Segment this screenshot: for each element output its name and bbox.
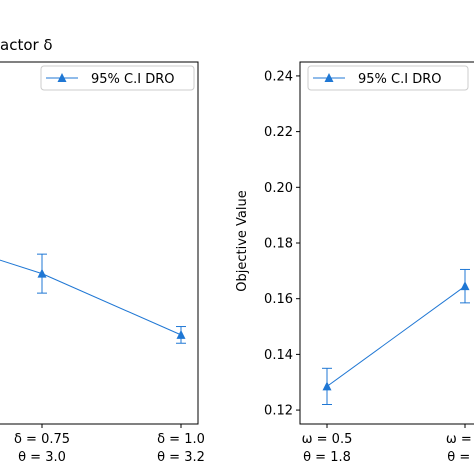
left-data-point <box>176 329 186 339</box>
left-x-tick-label: δ = 1.0 <box>157 432 205 447</box>
right-legend-box <box>307 65 469 91</box>
right-y-tick-label: 0.16 <box>264 292 293 307</box>
right-y-tick-label: 0.12 <box>264 404 293 419</box>
right-x-tick-label: θ = 1.8 <box>303 450 351 465</box>
left-data-point <box>37 268 47 278</box>
right-legend: 95% C.I DRO <box>307 65 469 91</box>
left-x-tick-label: δ = 0.75 <box>14 432 70 447</box>
right-y-tick-label: 0.14 <box>264 348 293 363</box>
right-x-tick-label: θ = 1 <box>447 450 474 465</box>
left-series-line <box>41 273 182 336</box>
left-chart: actor δ 95% C.I DRO δ = 0.75 θ = 3.0 δ =… <box>0 36 205 465</box>
right-legend-label: 95% C.I DRO <box>358 72 441 87</box>
right-y-axis: 0.12 0.14 0.16 0.18 0.20 0.22 0.24 <box>264 69 300 419</box>
right-y-tick-label: 0.22 <box>264 125 293 140</box>
right-y-tick-label: 0.18 <box>264 237 293 252</box>
left-series-line-offscreen <box>0 259 43 275</box>
right-x-tick-label: ω = 0.5 <box>302 432 353 447</box>
right-y-tick-label: 0.20 <box>264 181 293 196</box>
right-data-point <box>322 381 332 391</box>
right-chart-ylabel: Objective Value <box>235 190 250 291</box>
left-series <box>0 253 186 344</box>
right-series <box>322 268 470 406</box>
right-y-tick-label: 0.24 <box>264 69 293 84</box>
left-legend-box <box>40 65 195 91</box>
left-chart-frame <box>0 61 199 425</box>
left-chart-title: actor δ <box>0 36 53 54</box>
left-x-ticks: δ = 0.75 θ = 3.0 δ = 1.0 θ = 3.2 <box>14 424 205 465</box>
right-data-point <box>460 281 470 291</box>
left-x-tick-label: θ = 3.0 <box>18 450 66 465</box>
right-x-tick-label: ω = 1 <box>446 432 474 447</box>
right-legend-marker <box>324 73 334 82</box>
right-series-line <box>326 285 466 387</box>
right-chart: Objective Value 0.12 0.14 0.16 0.18 0.20 0.22… <box>235 61 474 465</box>
left-legend-label: 95% C.I DRO <box>91 72 174 87</box>
right-x-ticks: ω = 0.5 θ = 1.8 ω = 1 θ = 1 <box>302 424 474 465</box>
left-legend: 95% C.I DRO <box>40 65 195 91</box>
left-x-tick-label: θ = 3.2 <box>157 450 205 465</box>
left-legend-marker <box>57 73 67 82</box>
